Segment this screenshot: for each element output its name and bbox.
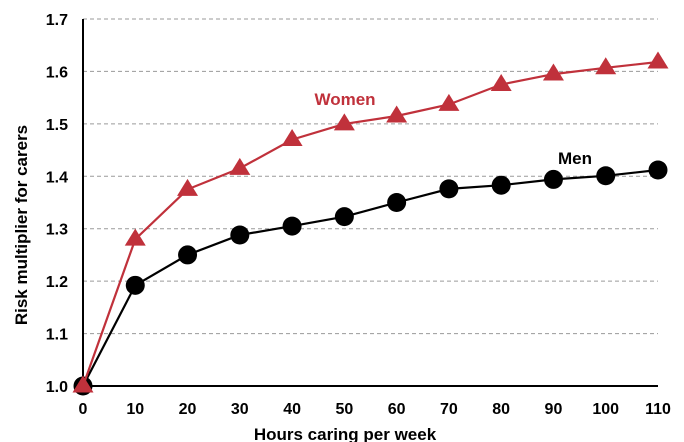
data-point-men [439, 179, 459, 199]
series-label-men: Men [558, 149, 592, 168]
x-tick-label: 90 [545, 401, 563, 418]
x-tick-label: 80 [492, 401, 510, 418]
series-line-men [82, 168, 659, 387]
x-tick-label: 40 [283, 401, 301, 418]
y-tick-label: 1.4 [46, 169, 68, 186]
series-group [72, 51, 669, 396]
y-tick-label: 1.7 [46, 12, 68, 29]
x-tick-label: 110 [645, 401, 671, 418]
y-tick-label: 1.3 [46, 222, 68, 239]
y-tick-label: 1.1 [46, 327, 68, 344]
data-point-men [230, 225, 250, 245]
data-point-women [542, 63, 564, 81]
y-tick-label: 1.0 [46, 379, 68, 396]
data-point-men [125, 275, 145, 295]
series-women [72, 51, 669, 393]
data-point-men [282, 216, 302, 236]
data-point-women [124, 228, 146, 246]
data-point-women [647, 51, 669, 69]
data-point-women [229, 157, 251, 175]
data-point-men [491, 175, 511, 195]
data-point-women [177, 178, 199, 196]
data-point-women [333, 113, 355, 131]
y-tick-label: 1.2 [46, 274, 68, 291]
x-axis-title: Hours caring per week [254, 425, 437, 442]
x-tick-label: 50 [335, 401, 353, 418]
y-tick-label: 1.5 [46, 117, 68, 134]
data-point-men [543, 169, 563, 189]
x-tick-labels: 0 10 20 30 40 50 60 70 80 90 100 110 [79, 401, 671, 418]
data-point-women [595, 57, 617, 75]
series-men [73, 160, 668, 396]
series-line-women [81, 60, 659, 387]
data-point-men [387, 193, 407, 212]
y-tick-labels: 1.0 1.1 1.2 1.3 1.4 1.5 1.6 1.7 [46, 12, 68, 396]
data-point-women [281, 129, 303, 147]
x-tick-label: 20 [179, 401, 197, 418]
x-tick-label: 10 [126, 401, 144, 418]
gridlines [83, 18, 658, 335]
y-tick-label: 1.6 [46, 64, 68, 81]
y-axis-title: Risk multiplier for carers [12, 125, 31, 325]
data-point-women [386, 105, 408, 123]
data-point-men [648, 160, 668, 180]
data-point-women [490, 73, 512, 91]
x-tick-label: 100 [592, 401, 619, 418]
x-tick-label: 60 [388, 401, 406, 418]
data-point-women [72, 375, 94, 393]
data-point-women [438, 93, 460, 111]
x-tick-label: 30 [231, 401, 249, 418]
axes [82, 19, 658, 387]
series-label-women: Women [314, 90, 375, 109]
x-tick-label: 70 [440, 401, 458, 418]
x-tick-label: 0 [79, 401, 88, 418]
data-point-men [178, 245, 198, 265]
data-point-men [596, 166, 616, 186]
data-point-men [334, 207, 354, 227]
